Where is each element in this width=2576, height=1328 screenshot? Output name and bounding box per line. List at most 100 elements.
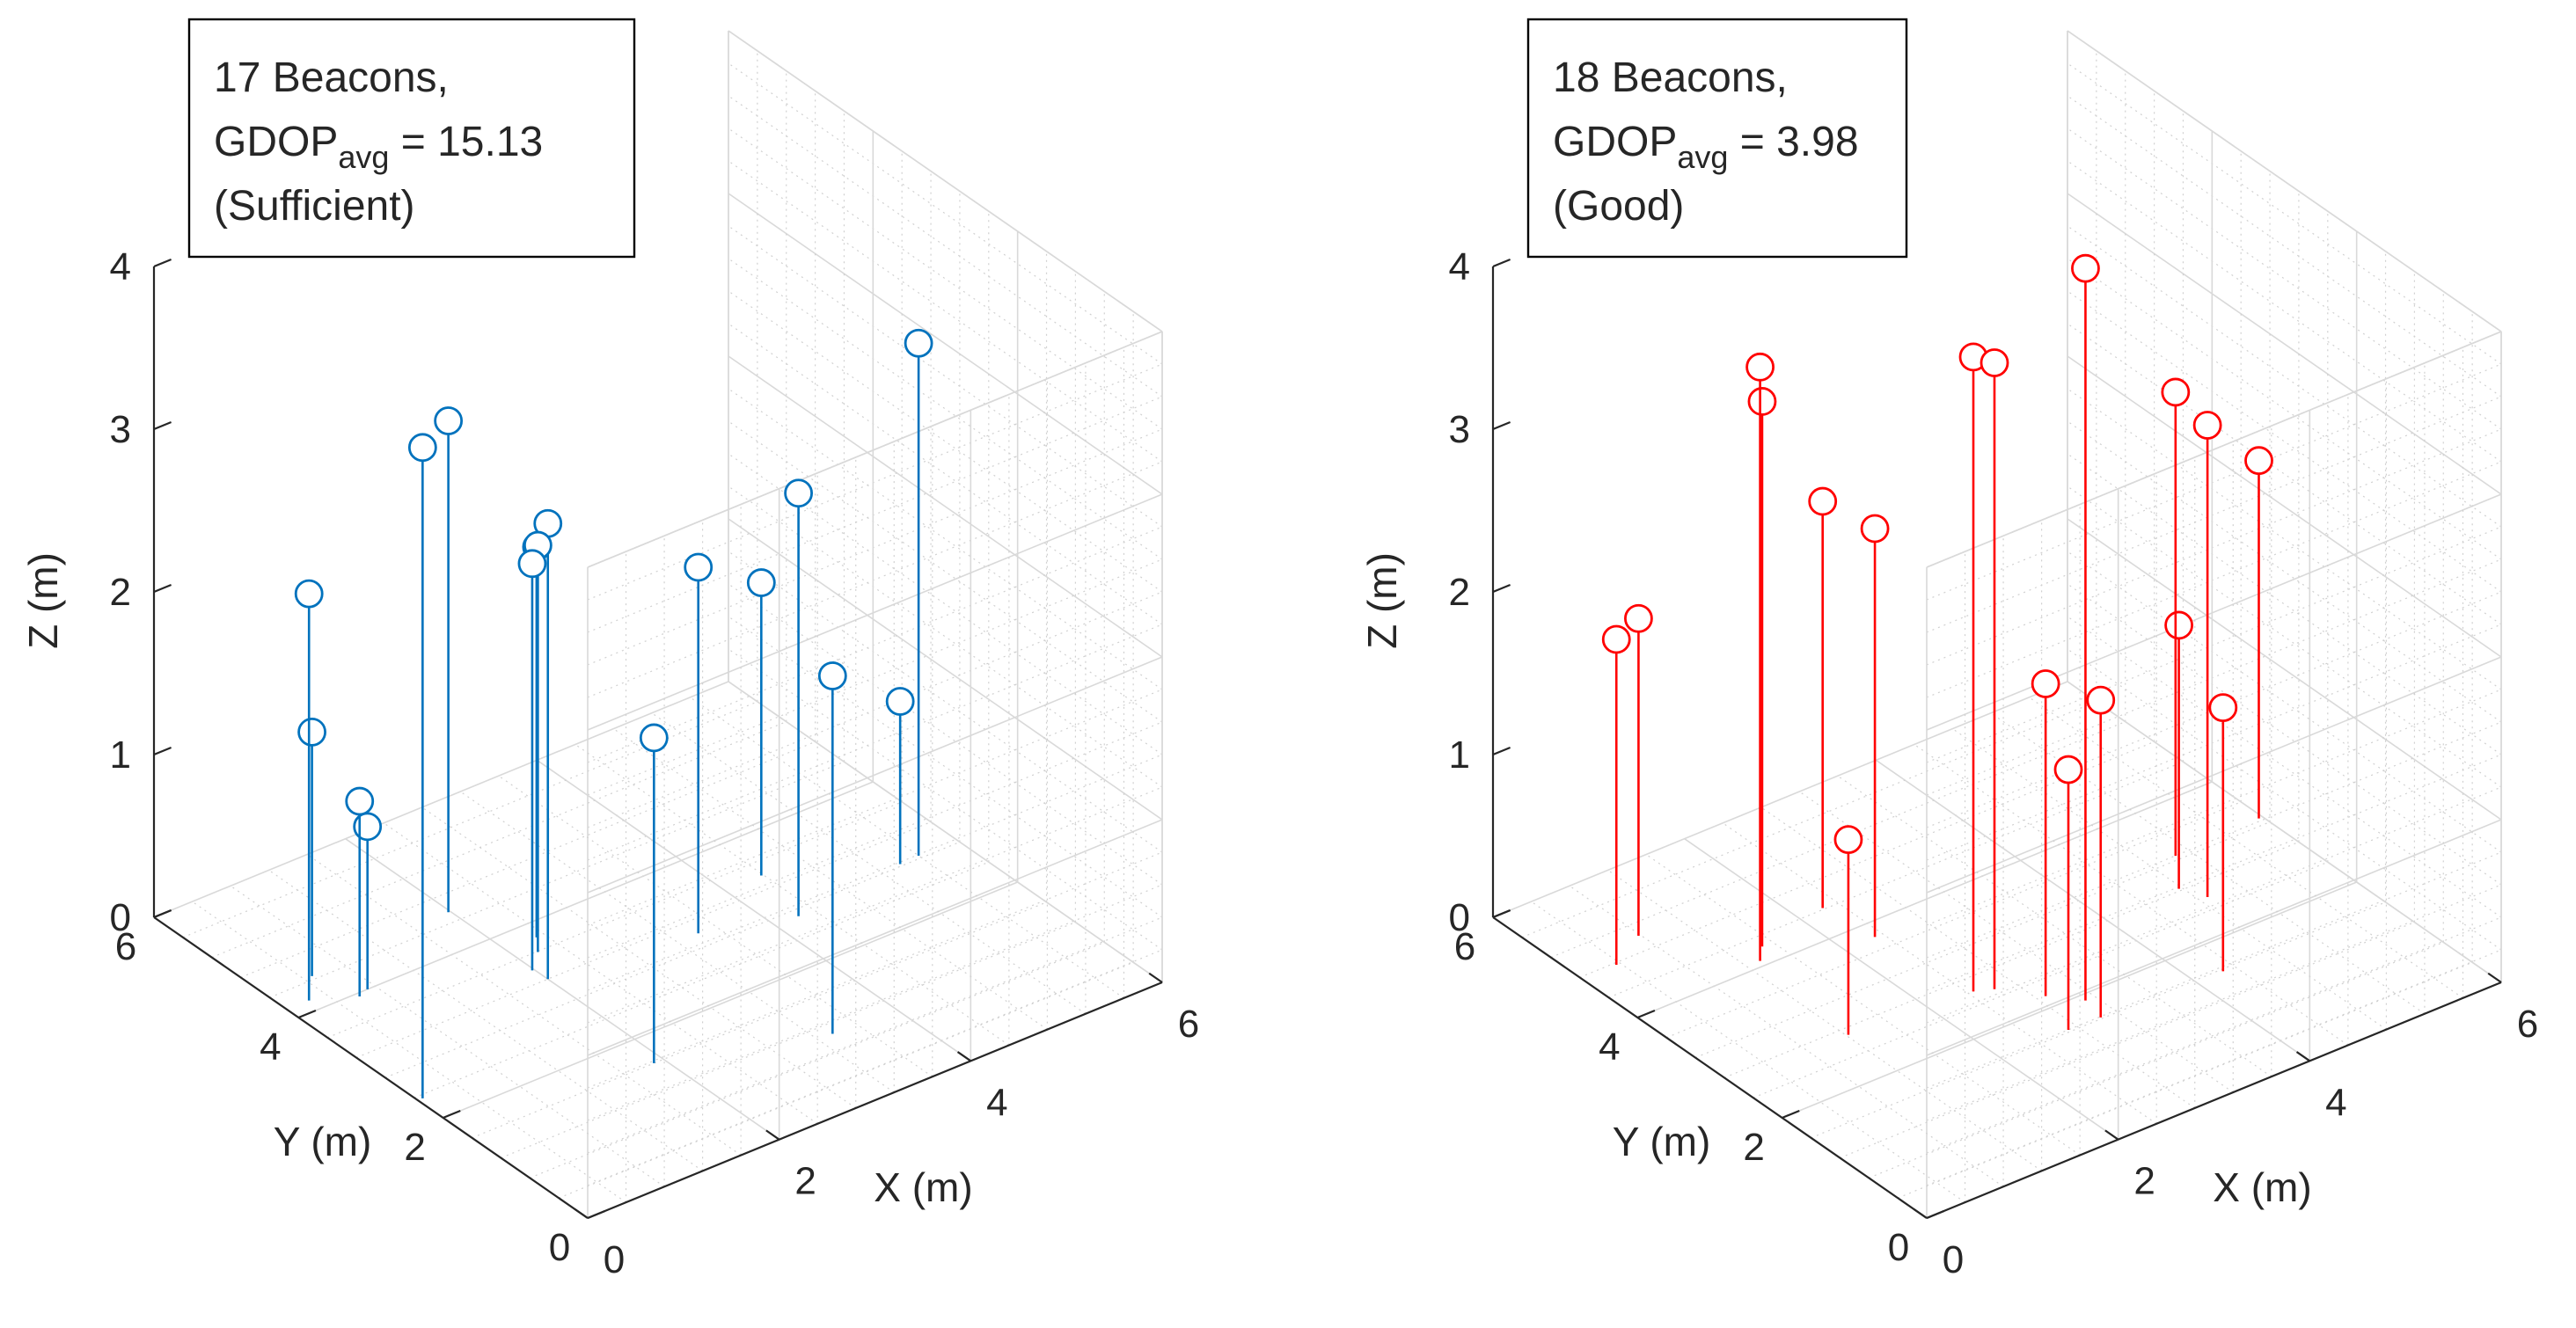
x-axis-label: X (m)	[874, 1164, 972, 1210]
grid-line	[240, 741, 816, 978]
grid-line	[587, 916, 1163, 1154]
grid-line	[421, 806, 857, 1109]
x-axis-label: X (m)	[2213, 1164, 2311, 1210]
grid-line	[1579, 741, 2155, 978]
annotation-line-3: (Sufficient)	[214, 183, 415, 230]
x-tick-label: 0	[1943, 1238, 1964, 1281]
beacon-marker	[2031, 669, 2060, 698]
grid-line	[1926, 624, 2502, 861]
y-tick-label: 2	[404, 1126, 425, 1169]
grid-line	[1637, 781, 2213, 1018]
beacon-marker	[1833, 825, 1863, 855]
grid-line	[1926, 884, 2502, 1121]
grid-line	[587, 624, 1163, 861]
x-tick	[956, 1051, 971, 1062]
grid-line	[1492, 681, 2068, 918]
grid-line	[2067, 290, 2502, 593]
beacon-marker	[1980, 348, 2009, 377]
annotation-gdop-value: = 3.98	[1728, 119, 1858, 165]
beacon-marker	[2161, 377, 2191, 407]
grid-line	[1665, 801, 2242, 1039]
grid-line	[587, 428, 1163, 666]
grid-line	[728, 160, 1163, 463]
x-tick	[765, 1129, 780, 1141]
beacon-marker	[353, 812, 383, 842]
grid-line	[355, 821, 932, 1059]
grid-line	[587, 754, 1163, 991]
grid-line	[1926, 819, 2502, 1056]
grid-line	[728, 193, 1163, 495]
grid-line	[651, 712, 1087, 1015]
beacon-marker	[297, 718, 326, 747]
x-tick	[2104, 1129, 2119, 1141]
y-tick-label: 4	[260, 1025, 281, 1069]
beacon-series	[1601, 253, 2273, 1035]
z-tick	[153, 258, 172, 268]
grid-line	[1840, 922, 2415, 1159]
grid-line	[587, 819, 1163, 1056]
grid-line	[1952, 728, 2387, 1031]
grid-line	[587, 331, 1163, 568]
z-tick	[1492, 258, 1511, 268]
beacon-marker	[1860, 514, 1890, 544]
z-tick	[1492, 420, 1511, 431]
annotation-gdop: GDOPavg = 3.98	[1553, 119, 1859, 175]
grid-line	[536, 759, 971, 1062]
grid-line	[728, 681, 1163, 983]
grid-line	[728, 388, 1163, 690]
grid-line	[587, 493, 1163, 731]
grid-line	[413, 861, 990, 1098]
grid-line	[1926, 331, 2502, 568]
grid-line	[1760, 806, 2196, 1109]
z-tick	[1492, 746, 1511, 756]
grid-line	[1694, 821, 2271, 1059]
z-axis-label: Z (m)	[1359, 552, 1405, 649]
grid-line	[1811, 901, 2386, 1139]
beacon-series	[294, 328, 933, 1098]
grid-line	[2067, 583, 2502, 886]
grid-line	[1926, 363, 2502, 601]
grid-line	[728, 323, 1163, 625]
grid-line	[1722, 822, 2157, 1125]
grid-line	[1875, 759, 2310, 1062]
z-tick-label: 1	[1449, 733, 1470, 777]
grid-line	[1926, 526, 2502, 763]
grid-line	[1608, 761, 2184, 998]
grid-line	[587, 591, 1163, 828]
beacon-marker	[2164, 610, 2194, 640]
z-tick	[153, 420, 172, 431]
grid-line	[1926, 786, 2502, 1024]
z-tick-label: 2	[110, 571, 131, 614]
grid-line	[1550, 721, 2126, 959]
grid-line	[1869, 941, 2444, 1178]
x-tick	[2295, 1051, 2310, 1062]
grid-line	[2067, 193, 2502, 495]
grid-line	[443, 881, 1018, 1119]
grid-line	[728, 420, 1163, 723]
grid-line	[1926, 428, 2502, 666]
grid-line	[587, 884, 1163, 1121]
annotation-box	[1526, 18, 1908, 259]
annotation-gdop-base: GDOP	[1553, 119, 1677, 165]
y-axis-line	[1492, 916, 1928, 1219]
grid-line	[728, 62, 1163, 365]
grid-line	[1897, 961, 2473, 1199]
beacon-marker	[294, 579, 324, 609]
beacon-marker	[817, 661, 847, 690]
x-tick-label: 4	[986, 1081, 1007, 1124]
grid-line	[182, 701, 758, 938]
grid-line	[1926, 558, 2502, 796]
y-tick	[587, 1209, 606, 1220]
y-tick	[297, 1009, 317, 1019]
x-tick-label: 6	[1178, 1003, 1199, 1046]
beacon-marker	[1601, 624, 1631, 654]
annotation-box	[187, 18, 636, 259]
y-tick	[1782, 1109, 1800, 1120]
x-tick-label: 0	[604, 1238, 625, 1281]
grid-line	[2067, 62, 2502, 365]
beacon-marker	[1624, 603, 1653, 633]
grid-line	[1926, 396, 2502, 633]
beacon-marker	[2071, 253, 2100, 283]
grid-line	[1914, 743, 2349, 1046]
